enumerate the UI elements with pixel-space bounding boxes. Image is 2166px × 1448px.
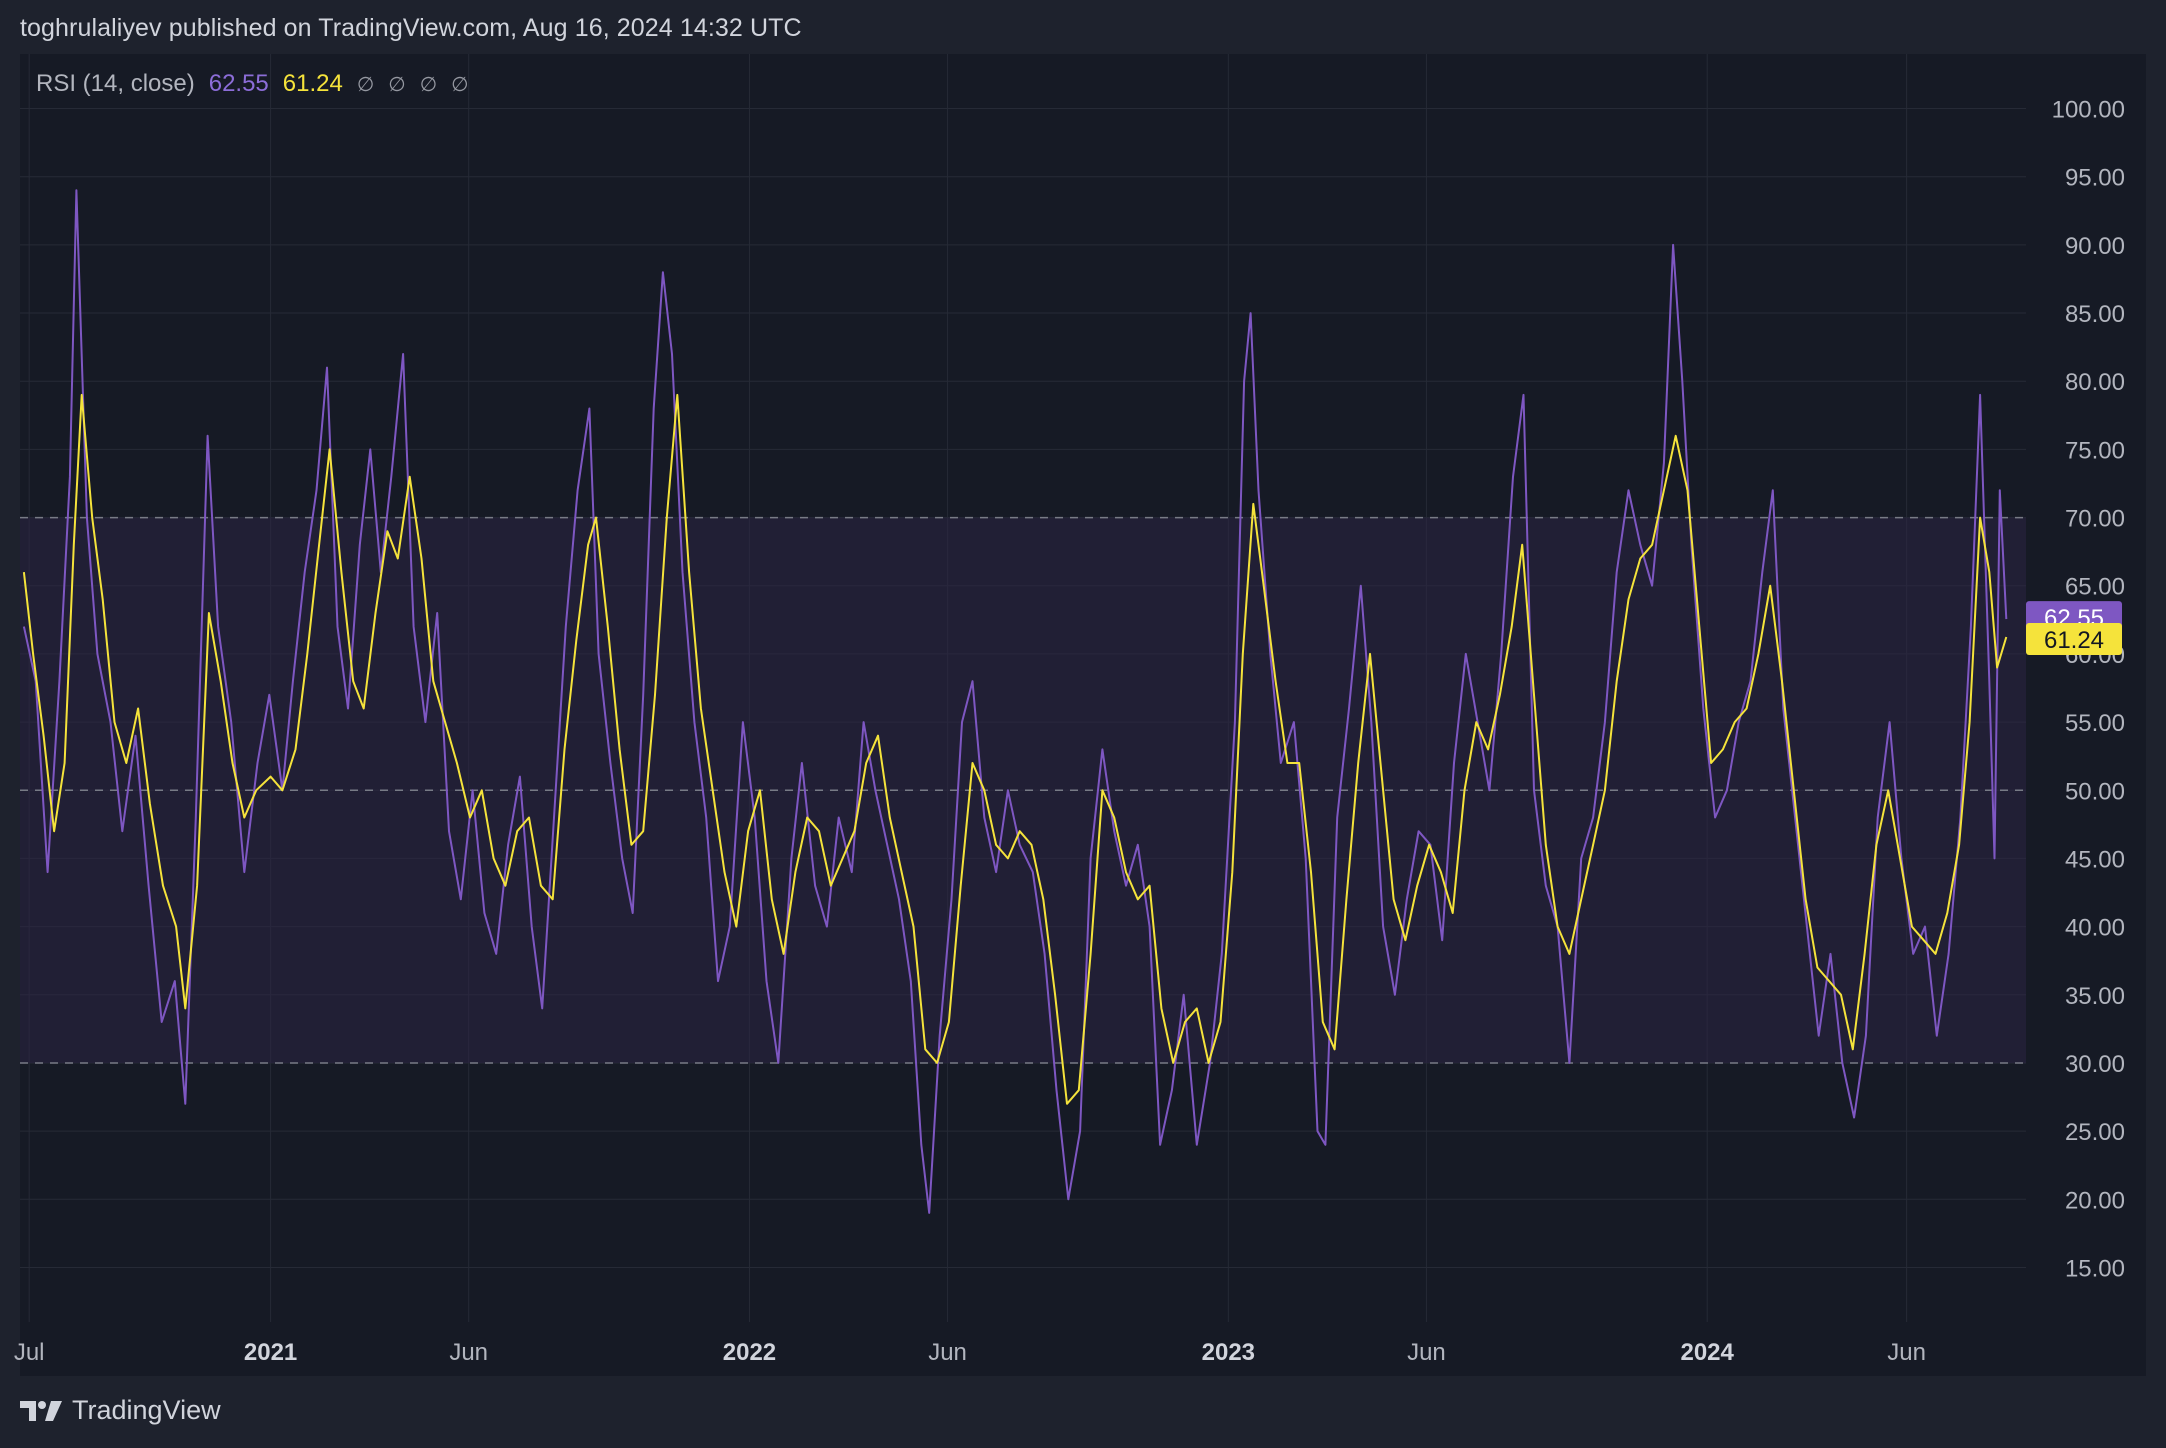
footer-brand[interactable]: TradingView xyxy=(20,1395,221,1426)
y-tick-label: 65.00 xyxy=(2065,574,2125,601)
x-tick-label: Jun xyxy=(1407,1339,1446,1366)
ma-value: 61.24 xyxy=(282,70,343,97)
series-lines xyxy=(22,189,2008,1214)
indicator-name[interactable]: RSI (14, close) xyxy=(36,70,195,97)
y-tick-label: 85.00 xyxy=(2065,301,2125,328)
x-tick-label: 2024 xyxy=(1680,1339,1734,1366)
last-value-badge xyxy=(2026,623,2122,656)
x-tick-label: Jul xyxy=(14,1339,45,1366)
y-tick-label: 50.00 xyxy=(2065,778,2125,805)
rsi-ma-line xyxy=(22,393,2008,1105)
y-tick-label: 30.00 xyxy=(2065,1051,2125,1078)
na-value-3: ∅ xyxy=(419,73,438,96)
x-tick-label: 2022 xyxy=(723,1339,776,1366)
y-tick-label: 15.00 xyxy=(2065,1255,2125,1282)
na-value-4: ∅ xyxy=(451,73,469,96)
y-tick-label: 40.00 xyxy=(2065,915,2125,942)
y-tick-label: 80.00 xyxy=(2065,369,2125,396)
x-tick-label: 2023 xyxy=(1202,1339,1255,1366)
y-tick-label: 55.00 xyxy=(2065,710,2125,737)
x-tick-label: Jun xyxy=(449,1339,488,1366)
band-lines xyxy=(20,516,2026,1064)
na-value-1: ∅ xyxy=(356,73,375,96)
y-tick-label: 100.00 xyxy=(2052,97,2125,124)
indicator-legend[interactable]: RSI (14, close) 62.55 61.24 ∅ ∅ ∅ ∅ xyxy=(36,70,469,98)
tradingview-logo-icon xyxy=(20,1400,62,1421)
x-tick-label: Jun xyxy=(1887,1339,1926,1366)
y-tick-label: 90.00 xyxy=(2065,233,2125,260)
na-value-2: ∅ xyxy=(388,73,406,96)
y-tick-label: 75.00 xyxy=(2065,437,2125,464)
y-tick-label: 35.00 xyxy=(2065,983,2125,1010)
x-tick-label: 2021 xyxy=(244,1339,297,1366)
brand-name: TradingView xyxy=(72,1395,221,1425)
x-tick-label: Jun xyxy=(928,1339,967,1366)
y-tick-label: 45.00 xyxy=(2065,846,2125,873)
y-tick-label: 70.00 xyxy=(2065,506,2125,533)
y-tick-label: 20.00 xyxy=(2065,1187,2125,1214)
rsi-value: 62.55 xyxy=(208,70,269,97)
x-axis: Jul 2021 Jun 2022 Jun 2023 Jun 2024 Jun xyxy=(14,1339,1926,1366)
last-value-label: 61.24 xyxy=(2044,627,2104,654)
y-tick-label: 95.00 xyxy=(2065,165,2125,192)
y-axis: 100.00 95.00 90.00 85.00 80.00 75.00 70.00 65.0… xyxy=(2052,97,2125,1283)
y-tick-label: 25.00 xyxy=(2065,1119,2125,1146)
publisher-header: toghrulaliyev published on TradingView.c… xyxy=(20,14,802,42)
